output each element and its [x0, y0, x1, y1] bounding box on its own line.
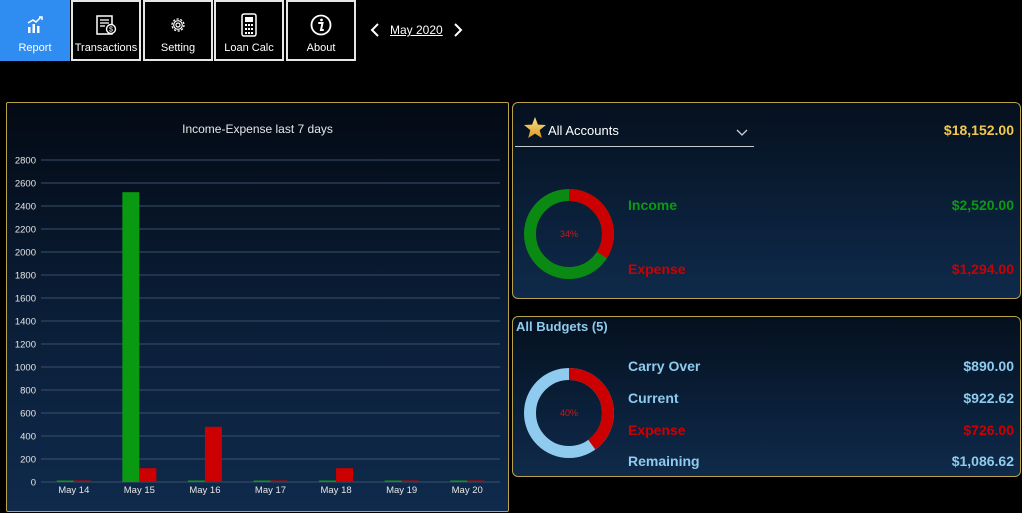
- about-button-label: About: [306, 42, 336, 54]
- y-tick-label: 200: [20, 455, 36, 466]
- budgets-title[interactable]: All Budgets (5): [516, 319, 608, 334]
- current-label: Current: [628, 390, 679, 406]
- chart-bar: [56, 480, 74, 482]
- expense-value: $1,294.00: [951, 261, 1014, 277]
- income-value: $2,520.00: [951, 197, 1014, 213]
- expense-label: Expense: [628, 261, 686, 277]
- budget-donut-percent: 40%: [560, 408, 578, 418]
- chart-bar: [336, 468, 354, 482]
- y-tick-label: 1800: [15, 271, 36, 282]
- chart-bar: [253, 480, 271, 482]
- chevron-left-icon[interactable]: [368, 20, 382, 40]
- account-selector[interactable]: All Accounts: [515, 113, 754, 147]
- carry-over-label: Carry Over: [628, 358, 701, 374]
- budget-expense-label: Expense: [628, 422, 686, 438]
- y-tick-label: 2000: [15, 248, 36, 259]
- y-tick-label: 1200: [15, 340, 36, 351]
- y-tick-label: 2200: [15, 225, 36, 236]
- x-tick-label: May 17: [255, 485, 286, 496]
- donut-expense-arc: [524, 189, 614, 279]
- x-tick-label: May 18: [320, 485, 351, 496]
- income-label: Income: [628, 197, 678, 213]
- month-selector[interactable]: May 2020: [390, 23, 443, 37]
- y-tick-label: 600: [20, 409, 36, 420]
- carry-over-value: $890.00: [963, 358, 1014, 374]
- x-tick-label: May 15: [124, 485, 155, 496]
- transactions-button[interactable]: $ Transactions: [71, 0, 141, 61]
- income-expense-donut: 34%: [522, 187, 616, 285]
- donut-budget-expense-arc: [524, 368, 614, 458]
- income-expense-chart-panel: Income-Expense last 7 days 0 200 400 600 800…: [6, 102, 509, 512]
- chart-bar: [401, 480, 419, 482]
- account-selector-label: All Accounts: [548, 123, 619, 138]
- chevron-right-icon[interactable]: [451, 20, 465, 40]
- report-button-label: Report: [18, 42, 52, 54]
- chart-bar: [122, 192, 140, 482]
- bar-chart-icon: [24, 14, 46, 36]
- chart-bar: [384, 480, 402, 482]
- setting-button[interactable]: Setting: [143, 0, 213, 61]
- star-icon: [523, 116, 547, 144]
- chart-bar: [450, 480, 468, 482]
- chevron-down-icon: [736, 122, 748, 141]
- chart-bar: [187, 480, 205, 482]
- y-tick-label: 2400: [15, 202, 36, 213]
- y-tick-label: 400: [20, 432, 36, 443]
- chart-bar: [467, 480, 485, 482]
- accounts-total: $18,152.00: [943, 122, 1014, 138]
- budget-expense-value: $726.00: [963, 422, 1014, 438]
- x-tick-label: May 16: [189, 485, 220, 496]
- income-expense-donut-percent: 34%: [560, 229, 578, 239]
- y-tick-label: 1600: [15, 294, 36, 305]
- y-tick-label: 800: [20, 386, 36, 397]
- setting-button-label: Setting: [160, 42, 196, 54]
- accounts-summary-panel: All Accounts $18,152.00 34% Income $2,52…: [512, 102, 1021, 299]
- gear-icon: [167, 14, 189, 36]
- income-expense-chart: 0 200 400 600 800 1000 1200 1400 1600 1800 2000 220…: [15, 156, 500, 496]
- chart-title: Income-Expense last 7 days: [182, 122, 333, 136]
- transactions-button-label: Transactions: [74, 42, 138, 54]
- current-value: $922.62: [963, 390, 1014, 406]
- calculator-icon: [238, 13, 260, 37]
- x-tick-label: May 14: [58, 485, 89, 496]
- loan-calc-button[interactable]: Loan Calc: [214, 0, 284, 61]
- y-tick-label: 1400: [15, 317, 36, 328]
- transactions-icon: $: [95, 14, 117, 36]
- x-tick-label: May 20: [452, 485, 483, 496]
- loan-calc-button-label: Loan Calc: [224, 42, 274, 54]
- y-tick-label: 2800: [15, 156, 36, 167]
- svg-text:$: $: [109, 27, 113, 34]
- budgets-summary-panel: All Budgets (5) 40% Carry Over $890.00 C…: [512, 316, 1021, 477]
- remaining-label: Remaining: [628, 453, 700, 469]
- chart-bar: [139, 468, 157, 482]
- y-tick-label: 0: [31, 478, 36, 489]
- toolbar: Report $ Transactions Setting: [0, 0, 1022, 62]
- chart-bar: [73, 480, 91, 482]
- y-tick-label: 2600: [15, 179, 36, 190]
- budget-donut: 40%: [522, 366, 616, 464]
- chart-bar: [319, 480, 337, 482]
- info-icon: [310, 14, 332, 36]
- month-navigator: May 2020: [368, 18, 465, 42]
- x-tick-label: May 19: [386, 485, 417, 496]
- chart-bar: [204, 426, 222, 482]
- about-button[interactable]: About: [286, 0, 356, 61]
- chart-bar: [270, 480, 288, 482]
- report-button[interactable]: Report: [0, 0, 70, 61]
- y-tick-label: 1000: [15, 363, 36, 374]
- remaining-value: $1,086.62: [951, 453, 1014, 469]
